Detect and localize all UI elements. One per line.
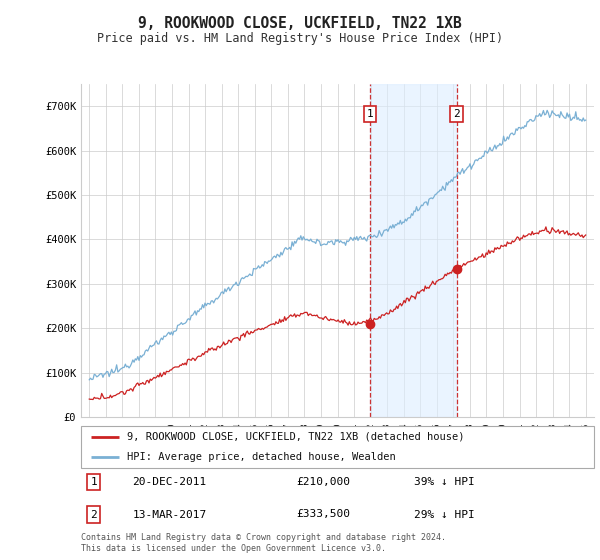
Text: 39% ↓ HPI: 39% ↓ HPI <box>415 477 475 487</box>
Text: 1: 1 <box>367 109 373 119</box>
Text: HPI: Average price, detached house, Wealden: HPI: Average price, detached house, Weal… <box>127 452 396 462</box>
Text: 20-DEC-2011: 20-DEC-2011 <box>133 477 206 487</box>
Bar <box>370 84 457 417</box>
Text: 1: 1 <box>91 477 97 487</box>
Text: 29% ↓ HPI: 29% ↓ HPI <box>415 510 475 520</box>
Text: £210,000: £210,000 <box>296 477 350 487</box>
Text: 13-MAR-2017: 13-MAR-2017 <box>133 510 206 520</box>
Text: 2: 2 <box>91 510 97 520</box>
Text: 9, ROOKWOOD CLOSE, UCKFIELD, TN22 1XB (detached house): 9, ROOKWOOD CLOSE, UCKFIELD, TN22 1XB (d… <box>127 432 464 442</box>
Text: 2: 2 <box>453 109 460 119</box>
Text: 9, ROOKWOOD CLOSE, UCKFIELD, TN22 1XB: 9, ROOKWOOD CLOSE, UCKFIELD, TN22 1XB <box>138 16 462 31</box>
Text: Contains HM Land Registry data © Crown copyright and database right 2024.
This d: Contains HM Land Registry data © Crown c… <box>81 533 446 553</box>
Text: £333,500: £333,500 <box>296 510 350 520</box>
Text: Price paid vs. HM Land Registry's House Price Index (HPI): Price paid vs. HM Land Registry's House … <box>97 32 503 45</box>
